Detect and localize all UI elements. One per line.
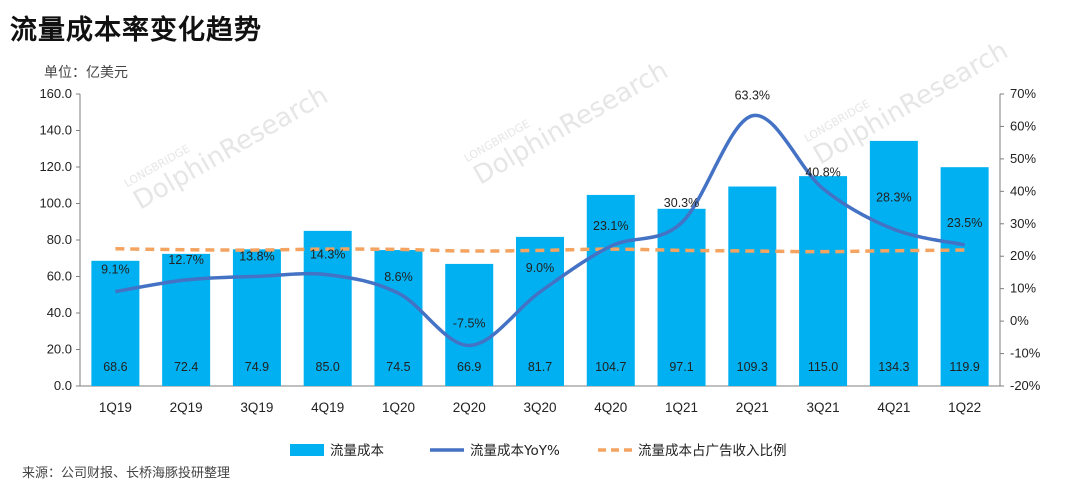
bar-value-label: 109.3 — [737, 360, 768, 374]
bar — [91, 260, 140, 386]
right-tick-label: -10% — [1010, 346, 1041, 361]
x-tick-label: 3Q21 — [807, 400, 840, 415]
yoy-value-label: 40.8% — [805, 166, 840, 180]
left-tick-label: 140.0 — [39, 123, 72, 138]
x-tick-label: 1Q22 — [948, 400, 981, 415]
left-tick-label: 0.0 — [54, 378, 72, 393]
watermark-big-text: DolphinResearch — [469, 56, 674, 192]
bar — [728, 186, 777, 386]
bar-value-label: 104.7 — [595, 360, 626, 374]
bar-value-label: 81.7 — [528, 360, 552, 374]
bar-value-label: 119.9 — [949, 360, 979, 374]
bar — [869, 140, 918, 386]
yoy-value-label: 28.3% — [876, 190, 911, 204]
legend-swatch — [290, 444, 324, 456]
right-tick-label: 30% — [1010, 216, 1036, 231]
yoy-value-label: 63.3% — [735, 89, 770, 103]
right-tick-label: 50% — [1010, 151, 1036, 166]
bar-value-label: 115.0 — [808, 360, 838, 374]
bar-value-label: 74.5 — [386, 360, 410, 374]
bar-value-label: 134.3 — [878, 360, 909, 374]
right-tick-label: 70% — [1010, 86, 1036, 101]
yoy-value-label: -7.5% — [453, 316, 486, 330]
lines — [115, 113, 965, 348]
x-tick-label: 3Q20 — [523, 400, 556, 415]
left-tick-label: 160.0 — [39, 86, 72, 101]
bar — [657, 208, 706, 386]
bar-value-label: 85.0 — [316, 360, 340, 374]
x-tick-label: 2Q21 — [736, 400, 769, 415]
legend-item-ratio: 流量成本占广告收入比例 — [598, 443, 787, 459]
legend-item-bar: 流量成本 — [290, 443, 384, 459]
bar — [799, 176, 848, 386]
legend-label: 流量成本占广告收入比例 — [638, 443, 787, 459]
legend-item-yoy: 流量成本YoY% — [430, 443, 560, 459]
x-tick-label: 4Q21 — [877, 400, 910, 415]
bar-value-label: 72.4 — [174, 360, 198, 374]
yoy-value-label: 14.3% — [310, 248, 345, 262]
yoy-value-label: 9.0% — [526, 261, 555, 275]
bar — [516, 236, 564, 386]
x-tick-label: 3Q19 — [240, 400, 273, 415]
x-tick-label: 4Q19 — [311, 400, 344, 415]
chart-title: 流量成本率变化趋势 — [10, 15, 262, 46]
axes: 0.0 20.0 40.0 60.0 80.0 100.0 120.0 140.0 160.0 -… — [39, 86, 1040, 415]
legend-label: 流量成本YoY% — [470, 443, 560, 459]
right-tick-label: 0% — [1010, 313, 1029, 328]
x-tick-label: 2Q20 — [453, 400, 486, 415]
bar — [162, 253, 211, 386]
bar-value-label: 74.9 — [245, 360, 269, 374]
x-tick-label: 1Q20 — [382, 400, 415, 415]
bars — [91, 140, 989, 386]
left-tick-label: 40.0 — [47, 305, 72, 320]
yoy-value-label: 8.6% — [384, 270, 413, 284]
bar — [586, 194, 635, 386]
right-tick-label: 40% — [1010, 183, 1036, 198]
x-tick-label: 2Q19 — [170, 400, 203, 415]
left-tick-label: 60.0 — [47, 269, 72, 284]
bar-value-label: 66.9 — [457, 360, 481, 374]
data-labels: 68.6 72.4 74.9 85.0 74.5 66.9 81.7 104.7 97.1 109… — [101, 89, 982, 374]
x-tick-label: 4Q20 — [594, 400, 627, 415]
yoy-value-label: 30.3% — [664, 196, 699, 210]
x-tick-label: 1Q21 — [665, 400, 698, 415]
bar — [940, 167, 989, 386]
yoy-value-label: 23.1% — [593, 219, 628, 233]
left-tick-label: 100.0 — [39, 196, 72, 211]
yoy-value-label: 13.8% — [239, 249, 274, 263]
bar — [374, 250, 423, 386]
right-tick-label: 60% — [1010, 118, 1036, 133]
bar — [445, 263, 494, 386]
yoy-value-label: 9.1% — [101, 263, 130, 277]
right-tick-label: 20% — [1010, 248, 1036, 263]
watermark-big-text: DolphinResearch — [129, 81, 334, 217]
right-tick-label: 10% — [1010, 281, 1036, 296]
yoy-value-label: 12.7% — [168, 253, 203, 267]
bar-value-label: 97.1 — [669, 360, 693, 374]
left-tick-label: 20.0 — [47, 342, 72, 357]
yoy-line — [115, 113, 965, 348]
source-note: 来源：公司财报、长桥海豚投研整理 — [22, 466, 231, 481]
unit-label: 单位：亿美元 — [44, 65, 128, 81]
legend: 流量成本 流量成本YoY% 流量成本占广告收入比例 — [290, 443, 787, 459]
bar-value-label: 68.6 — [103, 360, 127, 374]
left-tick-label: 120.0 — [39, 159, 72, 174]
legend-label: 流量成本 — [330, 443, 384, 459]
left-tick-label: 80.0 — [47, 232, 72, 247]
ratio-line — [115, 247, 965, 254]
bar — [232, 249, 281, 386]
right-tick-label: -20% — [1010, 378, 1041, 393]
x-tick-label: 1Q19 — [99, 400, 132, 415]
yoy-value-label: 23.5% — [947, 216, 982, 230]
bar — [303, 230, 352, 386]
